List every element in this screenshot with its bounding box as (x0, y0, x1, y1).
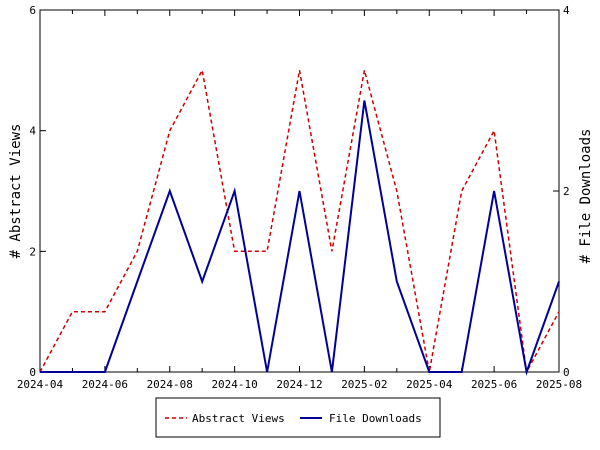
series-line-file-downloads (40, 100, 560, 376)
y2-tick-label: 4 (563, 4, 570, 17)
x-tick-label: 2024-04 (17, 378, 64, 391)
x-tick-label: 2024-12 (276, 378, 322, 391)
y2-tick-label: 2 (563, 185, 570, 198)
legend-box (155, 397, 441, 438)
x-tick-label: 2025-02 (341, 378, 387, 391)
x-tick-label: 2025-06 (471, 378, 517, 391)
legend-label-file-downloads: File Downloads (329, 412, 422, 425)
y-tick-label: 6 (29, 4, 36, 17)
ticks: 2024-04 2024-06 2024-08 2024-10 2024-12 2025-… (17, 4, 582, 391)
y-tick-label: 2 (29, 245, 36, 258)
y2-axis-label: # File Downloads (578, 129, 594, 264)
x-tick-label: 2024-10 (211, 378, 257, 391)
series-line-abstract-views (39, 68, 560, 375)
x-tick-label: 2024-08 (147, 378, 193, 391)
y2-tick-label: 0 (563, 366, 570, 379)
legend: Abstract Views File Downloads (155, 397, 441, 438)
y-tick-label: 0 (29, 366, 36, 379)
x-tick-label: 2025-08 (536, 378, 582, 391)
y-tick-label: 4 (29, 125, 36, 138)
x-tick-label: 2024-06 (82, 378, 128, 391)
y-axis-label: # Abstract Views (8, 124, 24, 259)
x-tick-label: 2025-04 (406, 378, 453, 391)
legend-label-abstract-views: Abstract Views (192, 412, 285, 425)
series-layer (39, 68, 560, 376)
